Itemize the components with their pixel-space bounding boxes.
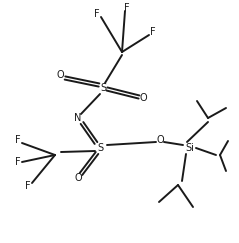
Text: O: O [56, 70, 64, 80]
Text: F: F [94, 9, 100, 19]
Text: F: F [150, 27, 156, 37]
Text: F: F [15, 157, 21, 167]
Text: F: F [124, 3, 130, 13]
Text: F: F [15, 135, 21, 145]
Text: O: O [156, 135, 164, 145]
Text: O: O [74, 173, 82, 183]
Text: F: F [25, 181, 31, 191]
Text: O: O [139, 93, 147, 103]
Text: N: N [74, 113, 82, 123]
Text: S: S [97, 143, 103, 153]
Text: S: S [100, 83, 106, 93]
Text: Si: Si [185, 143, 195, 153]
